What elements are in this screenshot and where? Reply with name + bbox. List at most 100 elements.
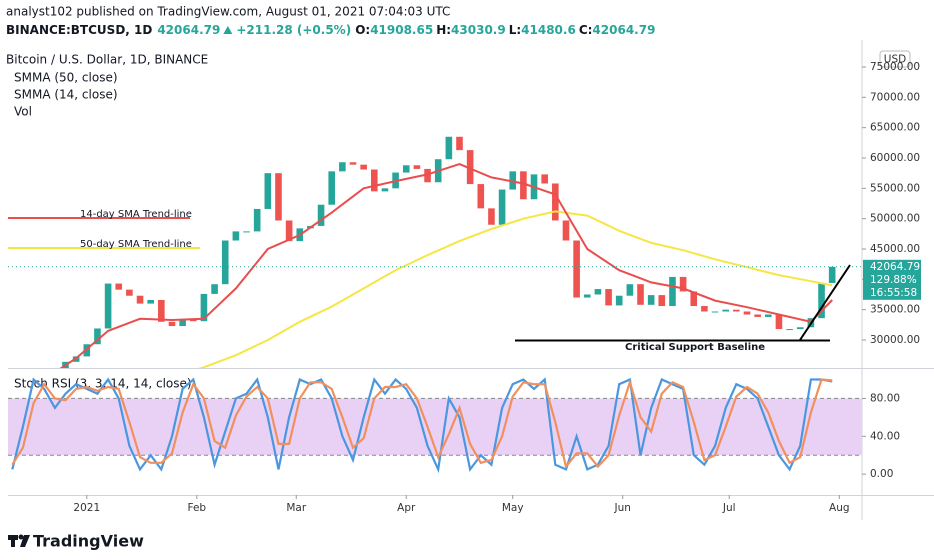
candle [328, 171, 336, 205]
x-tick-label: Apr [397, 502, 416, 514]
x-tick-label: 2021 [73, 502, 100, 514]
candle [647, 295, 655, 305]
candle [733, 309, 740, 312]
candle [573, 240, 580, 298]
candle [317, 204, 325, 226]
candle [126, 289, 133, 296]
candle [466, 150, 474, 185]
candle [764, 314, 772, 317]
candle [701, 306, 708, 312]
candle [690, 291, 698, 307]
candle [371, 169, 378, 192]
ohlc-label: L: [509, 23, 521, 37]
y-tick-label: 45000.00 [870, 243, 920, 255]
candle [498, 189, 506, 225]
y-tick-label: 50000.00 [870, 213, 920, 225]
smma-line [197, 210, 833, 368]
candle [828, 266, 836, 283]
candle [754, 314, 761, 317]
candle [456, 136, 463, 151]
ohlc-label: C: [579, 23, 593, 37]
ohlc-value: 41908.65 [370, 23, 433, 37]
candle [541, 174, 548, 184]
currency-label: USD [884, 54, 906, 66]
candle [264, 173, 272, 209]
symbol: BINANCE:BTCUSD, 1D [6, 23, 152, 37]
candle [381, 188, 389, 192]
candle [669, 276, 676, 307]
y-tick-label: 55000.00 [870, 182, 920, 194]
candle [615, 295, 623, 306]
x-tick-label: Jun [614, 502, 631, 514]
quote-line: BINANCE:BTCUSD, 1D 42064.79 +211.28 (+0.5%… [6, 23, 655, 37]
candle [658, 295, 666, 307]
change: +211.28 (+0.5%) [236, 23, 351, 37]
candle [552, 183, 559, 221]
stoch-pane [8, 377, 862, 474]
annotation: 14-day SMA Trend-line [80, 209, 192, 220]
candle [445, 136, 453, 160]
y-tick-label: 30000.00 [870, 334, 920, 346]
candle [200, 293, 208, 322]
candle [786, 329, 793, 331]
y-tick-label: 60000.00 [870, 152, 920, 164]
footer-brand: TradingView [33, 532, 144, 551]
annotation: 50-day SMA Trend-line [80, 239, 192, 250]
candle [360, 164, 367, 170]
candle [168, 321, 176, 327]
y-tick-label: 65000.00 [870, 122, 920, 134]
y-tick-label: 40.00 [870, 430, 900, 442]
y-tick-label: 75000.00 [870, 61, 920, 73]
smma-line [59, 163, 833, 368]
price-pane [59, 136, 836, 368]
candle [221, 240, 229, 285]
candle [520, 171, 527, 200]
candle [594, 289, 602, 295]
candle [722, 309, 730, 312]
candle [413, 165, 421, 169]
candle [509, 171, 517, 190]
price-tag-box [863, 259, 921, 300]
candle [424, 168, 431, 183]
ohlc-label: O: [355, 23, 370, 37]
candle [562, 220, 570, 241]
x-tick-label: May [502, 502, 524, 514]
published-line: analyst102 published on TradingView.com,… [6, 5, 450, 19]
candle [232, 231, 240, 241]
candle [339, 162, 346, 172]
candle [488, 208, 495, 225]
candle [626, 284, 634, 296]
candle [179, 319, 186, 327]
ohlc-label: H: [436, 23, 451, 37]
y-tick-label: 35000.00 [870, 304, 920, 316]
price: 42064.79 [157, 23, 220, 37]
currency-button[interactable] [879, 50, 911, 68]
price-tag-text: 16:55:58 [870, 287, 917, 299]
candle [136, 295, 144, 304]
candle [605, 289, 612, 306]
up-arrow-icon [223, 26, 233, 34]
candle [158, 299, 165, 322]
trend-arrow-line [799, 264, 851, 341]
candle [711, 311, 719, 313]
x-tick-label: Feb [187, 502, 206, 514]
candle [402, 165, 410, 173]
legend-entry: Vol [14, 105, 32, 119]
stoch-line [11, 377, 833, 474]
ohlc-value: 41480.6 [521, 23, 576, 37]
candle [147, 299, 154, 304]
legend-entry: SMMA (14, close) [14, 88, 118, 102]
y-tick-label: 0.00 [870, 468, 893, 480]
y-tick-label: 80.00 [870, 392, 900, 404]
candle [211, 284, 218, 294]
x-tick-label: Mar [286, 502, 306, 514]
ohlc-value: 43030.9 [451, 23, 506, 37]
annotation: Critical Support Baseline [625, 342, 765, 353]
candle [679, 276, 687, 292]
x-tick-label: Aug [829, 502, 850, 514]
candle [477, 184, 485, 209]
y-tick-label: 70000.00 [870, 91, 920, 103]
legend-entry: SMMA (50, close) [14, 71, 118, 85]
candle [115, 283, 123, 290]
